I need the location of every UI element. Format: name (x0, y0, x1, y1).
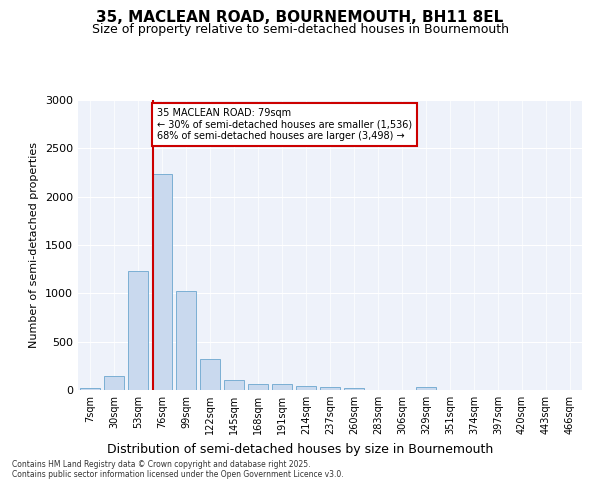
Y-axis label: Number of semi-detached properties: Number of semi-detached properties (29, 142, 40, 348)
Text: Distribution of semi-detached houses by size in Bournemouth: Distribution of semi-detached houses by … (107, 442, 493, 456)
Bar (344, 388, 364, 390)
Bar (128, 271, 148, 390)
Text: Contains public sector information licensed under the Open Government Licence v3: Contains public sector information licen… (12, 470, 344, 479)
Text: 35 MACLEAN ROAD: 79sqm
← 30% of semi-detached houses are smaller (1,536)
68% of : 35 MACLEAN ROAD: 79sqm ← 30% of semi-det… (157, 108, 412, 141)
Text: Contains HM Land Registry data © Crown copyright and database right 2025.: Contains HM Land Registry data © Crown c… (12, 460, 311, 469)
Bar (272, 384, 292, 390)
Bar (200, 359, 220, 390)
Bar (416, 387, 436, 390)
Bar (296, 386, 316, 390)
Bar (104, 376, 124, 390)
Bar (80, 388, 100, 390)
Bar (152, 174, 172, 390)
Bar (224, 380, 244, 390)
Bar (320, 387, 340, 390)
Text: 35, MACLEAN ROAD, BOURNEMOUTH, BH11 8EL: 35, MACLEAN ROAD, BOURNEMOUTH, BH11 8EL (97, 10, 503, 25)
Text: Size of property relative to semi-detached houses in Bournemouth: Size of property relative to semi-detach… (91, 22, 509, 36)
Bar (176, 292, 196, 390)
Bar (248, 384, 268, 390)
